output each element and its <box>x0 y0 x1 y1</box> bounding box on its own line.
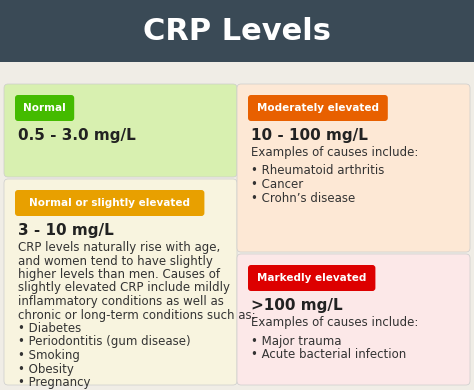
Text: • Rheumatoid arthritis: • Rheumatoid arthritis <box>251 165 384 177</box>
Text: CRP levels naturally rise with age,: CRP levels naturally rise with age, <box>18 241 220 254</box>
Text: • Acute bacterial infection: • Acute bacterial infection <box>251 348 406 361</box>
Text: Normal: Normal <box>23 103 66 113</box>
Text: • Diabetes: • Diabetes <box>18 322 81 335</box>
FancyBboxPatch shape <box>4 84 237 177</box>
Text: • Cancer: • Cancer <box>251 178 303 191</box>
FancyBboxPatch shape <box>248 265 375 291</box>
Text: • Obesity: • Obesity <box>18 362 74 376</box>
FancyBboxPatch shape <box>15 95 74 121</box>
FancyBboxPatch shape <box>15 190 204 216</box>
Text: higher levels than men. Causes of: higher levels than men. Causes of <box>18 268 220 281</box>
FancyBboxPatch shape <box>248 95 388 121</box>
Text: • Major trauma: • Major trauma <box>251 335 341 347</box>
FancyBboxPatch shape <box>4 179 237 385</box>
Text: CRP Levels: CRP Levels <box>143 16 331 46</box>
Text: slightly elevated CRP include mildly: slightly elevated CRP include mildly <box>18 282 230 294</box>
Text: and women tend to have slightly: and women tend to have slightly <box>18 255 213 268</box>
Text: • Crohn’s disease: • Crohn’s disease <box>251 191 355 204</box>
Text: • Pregnancy: • Pregnancy <box>18 376 91 389</box>
Text: inflammatory conditions as well as: inflammatory conditions as well as <box>18 295 224 308</box>
Text: 10 - 100 mg/L: 10 - 100 mg/L <box>251 128 368 143</box>
Text: 3 - 10 mg/L: 3 - 10 mg/L <box>18 223 114 238</box>
Text: Examples of causes include:: Examples of causes include: <box>251 146 419 159</box>
Text: 0.5 - 3.0 mg/L: 0.5 - 3.0 mg/L <box>18 128 136 143</box>
Text: Markedly elevated: Markedly elevated <box>257 273 366 283</box>
Text: Normal or slightly elevated: Normal or slightly elevated <box>29 198 190 208</box>
Text: Moderately elevated: Moderately elevated <box>257 103 379 113</box>
FancyBboxPatch shape <box>237 254 470 385</box>
Text: chronic or long-term conditions such as:: chronic or long-term conditions such as: <box>18 308 255 321</box>
Bar <box>0 0 474 62</box>
Text: • Periodontitis (gum disease): • Periodontitis (gum disease) <box>18 335 191 349</box>
FancyBboxPatch shape <box>237 84 470 252</box>
Text: >100 mg/L: >100 mg/L <box>251 298 343 313</box>
Text: • Smoking: • Smoking <box>18 349 80 362</box>
Text: Examples of causes include:: Examples of causes include: <box>251 316 419 329</box>
